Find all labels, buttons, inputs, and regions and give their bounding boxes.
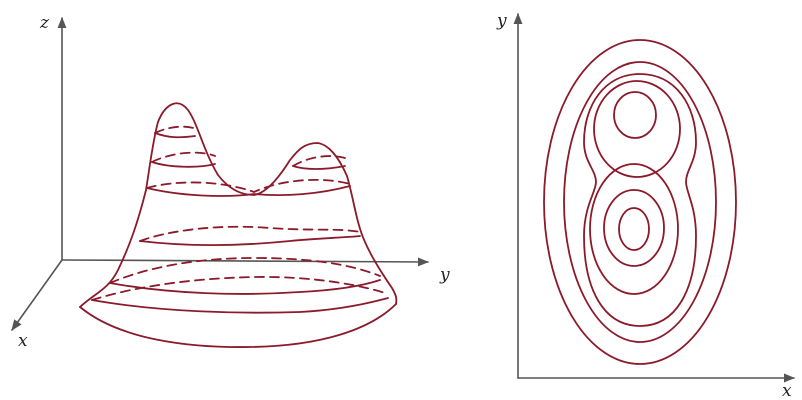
- hidden-level-curve: [109, 257, 381, 284]
- contour-lower-peak: [603, 189, 665, 267]
- contour-lower-peak: [618, 207, 650, 251]
- surface-plot: z y x: [11, 13, 450, 351]
- y-axis: [61, 257, 430, 267]
- hidden-level-curve: [151, 151, 216, 163]
- contour-upper-peak: [613, 91, 657, 139]
- hidden-level-curve: [154, 125, 198, 134]
- level-curve: [109, 279, 381, 295]
- contour-outer: [543, 39, 737, 365]
- contour-axes: y x: [496, 11, 796, 400]
- contour-second: [563, 61, 717, 343]
- hidden-level-curve: [292, 155, 346, 167]
- surface-axes: z y x: [11, 13, 450, 351]
- contour-upper-peak: [593, 80, 681, 178]
- contours: [543, 39, 737, 365]
- level-curve: [154, 132, 196, 139]
- hidden-level-curve: [91, 276, 389, 301]
- contour-lower-peak: [589, 163, 679, 295]
- hidden-level-curve: [146, 179, 351, 193]
- level-curve: [91, 297, 389, 314]
- level-curve: [146, 185, 351, 197]
- x-axis-label: x: [18, 331, 28, 351]
- hidden-level-curve: [139, 225, 361, 242]
- level-curve: [139, 235, 361, 247]
- surface: [79, 102, 398, 348]
- y-axis-label: y: [439, 265, 450, 285]
- level-curve: [151, 161, 216, 168]
- contour-peanut: [583, 73, 697, 327]
- contour-y-axis-label: y: [496, 11, 507, 31]
- contour-plot: y x: [496, 11, 796, 400]
- surface-base-edge: [79, 303, 397, 348]
- x-axis: [11, 259, 63, 331]
- level-curve: [292, 165, 346, 170]
- z-axis-label: z: [39, 13, 50, 33]
- contour-x-axis-label: x: [782, 381, 792, 400]
